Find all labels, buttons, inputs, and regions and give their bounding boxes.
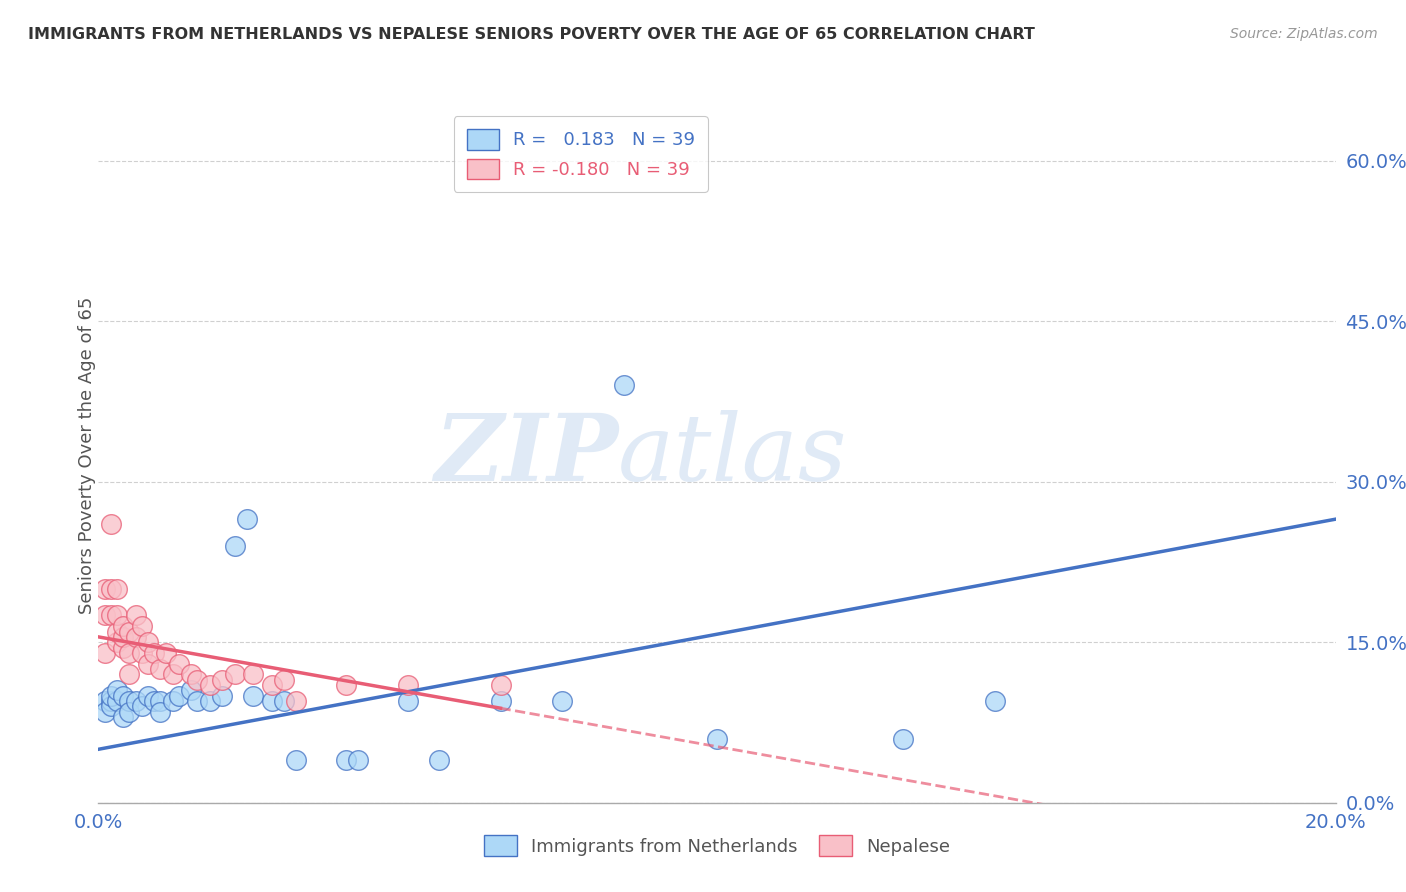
Point xyxy=(891,731,914,746)
Point xyxy=(236,512,259,526)
Point xyxy=(706,731,728,746)
Point xyxy=(118,667,141,681)
Point xyxy=(260,678,283,692)
Point xyxy=(198,694,221,708)
Point xyxy=(143,646,166,660)
Point xyxy=(136,635,159,649)
Point xyxy=(124,608,146,623)
Text: IMMIGRANTS FROM NETHERLANDS VS NEPALESE SENIORS POVERTY OVER THE AGE OF 65 CORRE: IMMIGRANTS FROM NETHERLANDS VS NEPALESE … xyxy=(28,27,1035,42)
Point xyxy=(149,705,172,719)
Point xyxy=(242,689,264,703)
Point xyxy=(131,699,153,714)
Point xyxy=(93,608,115,623)
Point xyxy=(180,667,202,681)
Point xyxy=(112,640,135,655)
Point xyxy=(100,699,122,714)
Point xyxy=(149,694,172,708)
Point xyxy=(100,689,122,703)
Point xyxy=(105,683,128,698)
Point xyxy=(260,694,283,708)
Point xyxy=(285,753,308,767)
Point xyxy=(93,646,115,660)
Point xyxy=(167,657,190,671)
Point xyxy=(162,694,184,708)
Point xyxy=(124,630,146,644)
Legend: Immigrants from Netherlands, Nepalese: Immigrants from Netherlands, Nepalese xyxy=(477,828,957,863)
Point xyxy=(105,608,128,623)
Point xyxy=(105,624,128,639)
Point xyxy=(489,678,512,692)
Point xyxy=(335,753,357,767)
Point xyxy=(124,694,146,708)
Point xyxy=(242,667,264,681)
Point xyxy=(180,683,202,698)
Text: ZIP: ZIP xyxy=(434,410,619,500)
Point xyxy=(93,694,115,708)
Point xyxy=(285,694,308,708)
Point xyxy=(131,646,153,660)
Point xyxy=(396,694,419,708)
Point xyxy=(118,694,141,708)
Point xyxy=(105,635,128,649)
Point xyxy=(112,710,135,724)
Point xyxy=(489,694,512,708)
Point xyxy=(211,689,233,703)
Point xyxy=(167,689,190,703)
Point xyxy=(100,694,122,708)
Point xyxy=(105,694,128,708)
Point xyxy=(396,678,419,692)
Point xyxy=(112,619,135,633)
Point xyxy=(136,689,159,703)
Point xyxy=(273,694,295,708)
Point xyxy=(100,582,122,596)
Point xyxy=(347,753,370,767)
Text: atlas: atlas xyxy=(619,410,848,500)
Point xyxy=(100,608,122,623)
Point xyxy=(143,694,166,708)
Point xyxy=(162,667,184,681)
Point xyxy=(105,582,128,596)
Point xyxy=(100,517,122,532)
Y-axis label: Seniors Poverty Over the Age of 65: Seniors Poverty Over the Age of 65 xyxy=(79,296,96,614)
Point xyxy=(335,678,357,692)
Point xyxy=(186,694,208,708)
Point xyxy=(118,646,141,660)
Point xyxy=(112,630,135,644)
Point xyxy=(984,694,1007,708)
Point xyxy=(136,657,159,671)
Point xyxy=(186,673,208,687)
Point xyxy=(211,673,233,687)
Point xyxy=(551,694,574,708)
Point xyxy=(118,705,141,719)
Point xyxy=(131,619,153,633)
Point xyxy=(93,705,115,719)
Point xyxy=(427,753,450,767)
Point xyxy=(224,667,246,681)
Point xyxy=(93,582,115,596)
Point xyxy=(273,673,295,687)
Point xyxy=(198,678,221,692)
Point xyxy=(118,624,141,639)
Point xyxy=(224,539,246,553)
Point xyxy=(155,646,177,660)
Point xyxy=(149,662,172,676)
Point xyxy=(613,378,636,392)
Text: Source: ZipAtlas.com: Source: ZipAtlas.com xyxy=(1230,27,1378,41)
Point xyxy=(112,689,135,703)
